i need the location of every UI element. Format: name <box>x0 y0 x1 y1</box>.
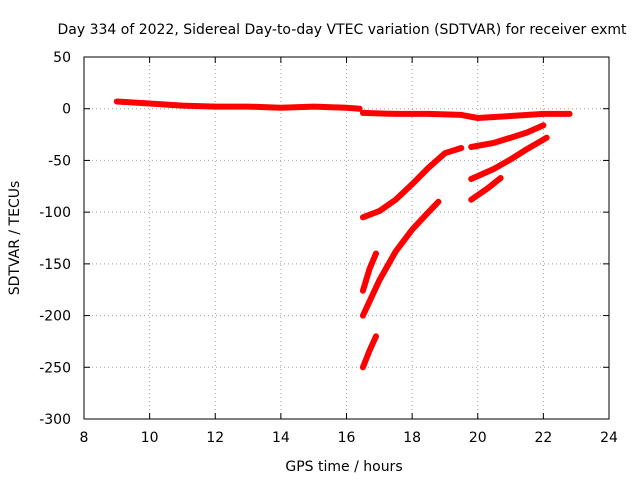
series-group <box>113 98 573 371</box>
series-line-track-5 <box>468 134 550 182</box>
series-line-track-9 <box>359 333 379 371</box>
series-line-track-1 <box>113 98 363 112</box>
x-tick-label: 20 <box>469 430 487 446</box>
y-tick-label: 50 <box>53 50 71 66</box>
series-line-track-2 <box>359 109 573 121</box>
x-tick-label: 24 <box>600 430 618 446</box>
y-tick-label: -300 <box>39 412 71 428</box>
x-tick-label: 14 <box>272 430 290 446</box>
y-tick-label: -150 <box>39 257 71 273</box>
series-line-track-6 <box>468 175 504 203</box>
series-line-track-3 <box>359 145 465 221</box>
y-tick-label: -100 <box>39 205 71 221</box>
series-line-track-4 <box>468 122 547 150</box>
x-tick-label: 10 <box>141 430 159 446</box>
plot-frame <box>83 56 610 420</box>
y-tick-label: -250 <box>39 360 71 376</box>
series-line-track-7 <box>359 198 442 319</box>
y-tick-label: 0 <box>62 102 71 118</box>
y-tick-label: -50 <box>48 153 71 169</box>
x-tick-label: 16 <box>338 430 356 446</box>
grid <box>84 57 609 419</box>
x-axis-title: GPS time / hours <box>285 459 402 475</box>
x-tick-label: 8 <box>80 430 89 446</box>
series-line-track-8 <box>359 250 379 294</box>
x-tick-label: 22 <box>534 430 552 446</box>
x-tick-label: 12 <box>206 430 224 446</box>
y-tick-label: -200 <box>39 309 71 325</box>
chart-title: Day 334 of 2022, Sidereal Day-to-day VTE… <box>58 22 628 38</box>
y-axis-title: SDTVAR / TECUs <box>7 181 23 296</box>
x-tick-label: 18 <box>403 430 421 446</box>
axis-ticks: 8 10 12 14 16 18 20 22 24 50 0 -50 -100 -150 -200 -250 -… <box>39 50 618 446</box>
